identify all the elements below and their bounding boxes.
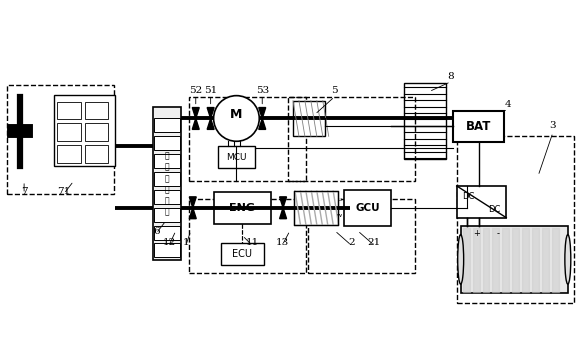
FancyBboxPatch shape	[54, 95, 116, 166]
Text: 7: 7	[21, 187, 27, 196]
Text: ENG: ENG	[230, 203, 255, 213]
Text: 11: 11	[246, 239, 259, 247]
FancyBboxPatch shape	[153, 106, 181, 260]
Text: v: v	[338, 205, 342, 210]
Text: GCU: GCU	[355, 203, 380, 213]
Text: 71: 71	[57, 187, 71, 196]
Text: MCU: MCU	[226, 153, 246, 162]
Ellipse shape	[458, 235, 464, 284]
FancyBboxPatch shape	[218, 146, 255, 168]
Ellipse shape	[565, 235, 571, 284]
FancyBboxPatch shape	[293, 101, 325, 136]
FancyBboxPatch shape	[453, 110, 505, 142]
Text: 6: 6	[153, 226, 159, 236]
Text: 51: 51	[204, 86, 217, 95]
Polygon shape	[189, 197, 196, 219]
FancyBboxPatch shape	[154, 244, 180, 257]
FancyBboxPatch shape	[457, 186, 506, 218]
FancyBboxPatch shape	[154, 208, 180, 222]
Text: 52: 52	[189, 86, 203, 95]
FancyBboxPatch shape	[154, 119, 180, 132]
Text: BAT: BAT	[466, 120, 491, 133]
FancyBboxPatch shape	[57, 124, 81, 141]
FancyBboxPatch shape	[85, 145, 109, 163]
FancyBboxPatch shape	[343, 190, 391, 226]
FancyBboxPatch shape	[57, 145, 81, 163]
Text: +: +	[473, 229, 480, 238]
Text: 2: 2	[348, 239, 355, 247]
Text: 8: 8	[447, 72, 454, 81]
Text: M: M	[230, 108, 242, 121]
FancyBboxPatch shape	[154, 172, 180, 186]
Circle shape	[214, 96, 259, 141]
Text: 21: 21	[368, 239, 381, 247]
FancyBboxPatch shape	[85, 101, 109, 120]
Text: 3: 3	[550, 121, 557, 130]
Text: 5: 5	[331, 86, 338, 95]
Text: ECU: ECU	[232, 250, 252, 260]
FancyBboxPatch shape	[294, 191, 338, 225]
Polygon shape	[259, 108, 266, 129]
Text: 动
力
耦
合
装
置: 动 力 耦 合 装 置	[164, 152, 169, 216]
FancyBboxPatch shape	[57, 101, 81, 120]
Text: w: w	[336, 213, 342, 218]
Text: DC: DC	[463, 192, 475, 201]
Text: 12: 12	[162, 239, 176, 247]
Text: 4: 4	[505, 100, 512, 109]
Text: 13: 13	[276, 239, 288, 247]
Text: DC: DC	[488, 205, 500, 214]
FancyBboxPatch shape	[154, 226, 180, 240]
Polygon shape	[207, 108, 214, 129]
FancyBboxPatch shape	[154, 154, 180, 168]
FancyBboxPatch shape	[461, 226, 568, 293]
Polygon shape	[280, 197, 287, 219]
Text: 53: 53	[256, 86, 269, 95]
FancyBboxPatch shape	[221, 244, 264, 265]
FancyBboxPatch shape	[85, 124, 109, 141]
Text: u: u	[338, 197, 342, 202]
FancyBboxPatch shape	[214, 192, 271, 224]
FancyBboxPatch shape	[154, 190, 180, 204]
Polygon shape	[192, 108, 199, 129]
Text: -: -	[497, 229, 500, 238]
FancyBboxPatch shape	[154, 136, 180, 150]
Text: 1: 1	[183, 239, 189, 247]
